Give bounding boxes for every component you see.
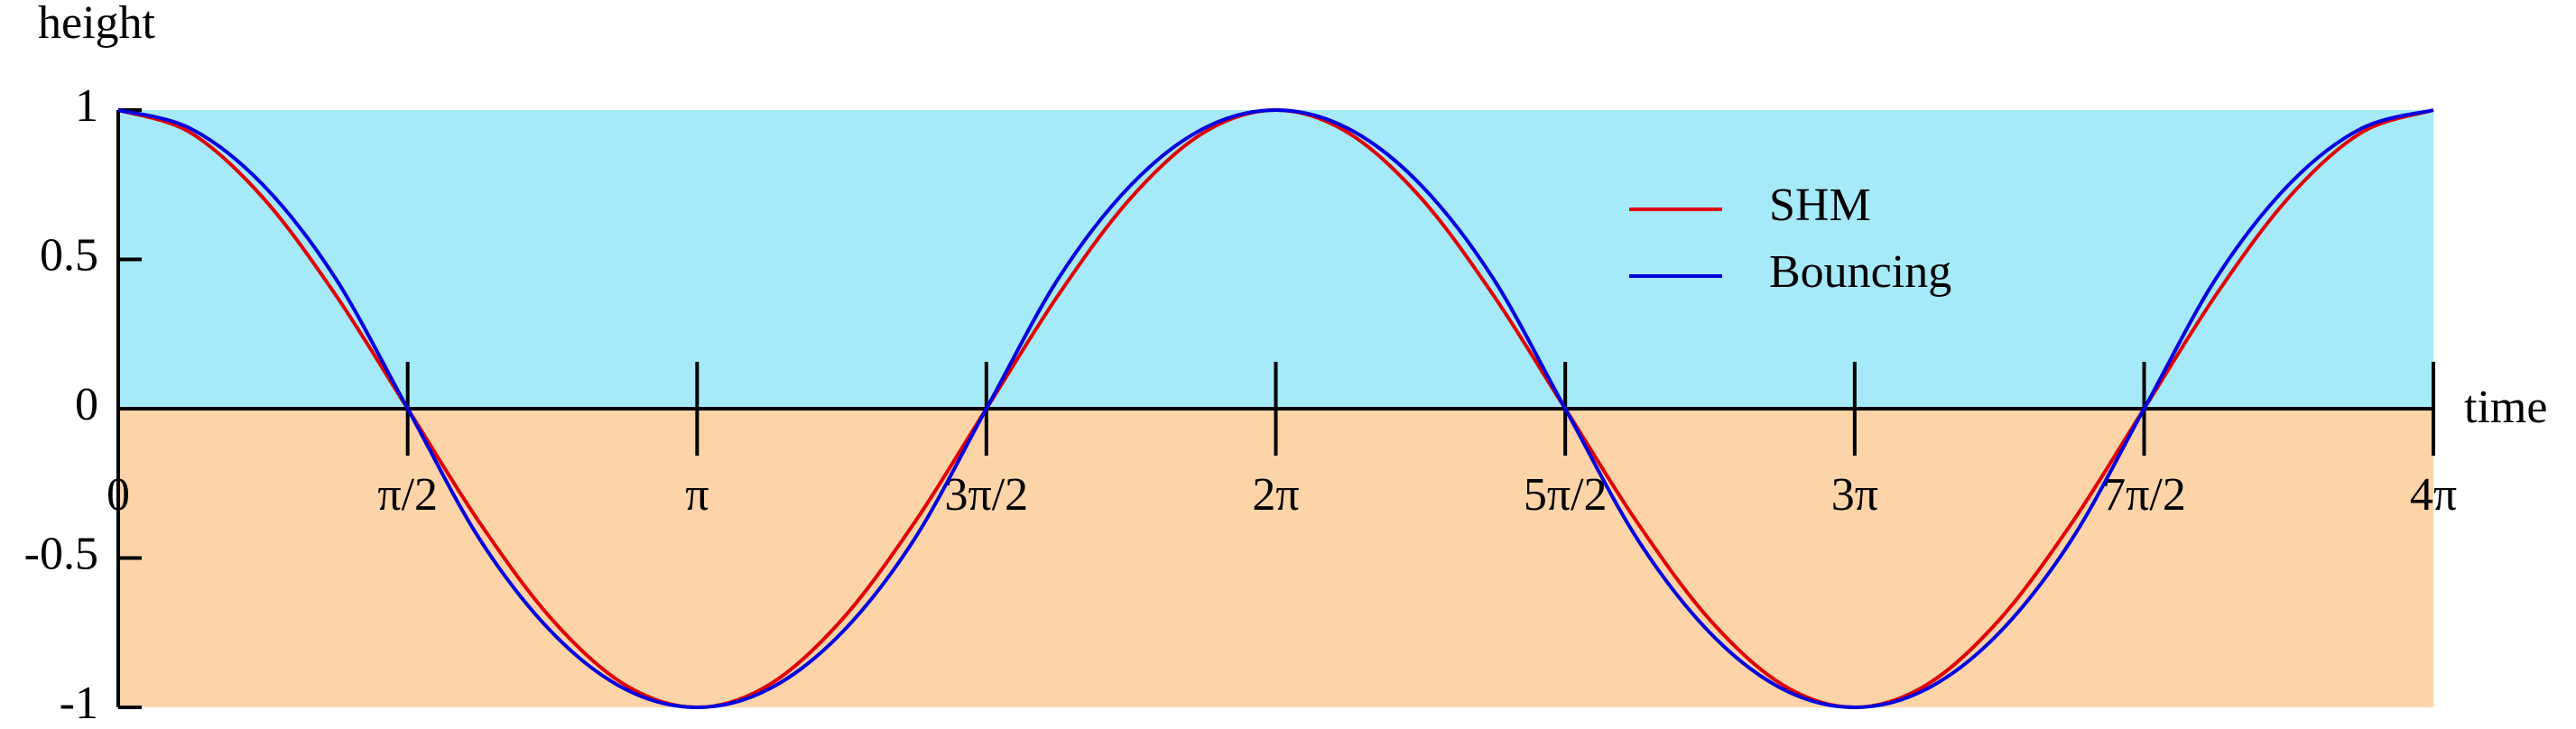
- x-tick-label: 3π/2: [944, 469, 1028, 521]
- y-tick-label: 1: [75, 80, 98, 132]
- y-tick-label: 0: [75, 379, 98, 430]
- x-tick-label: 3π: [1831, 469, 1878, 521]
- legend-label: Bouncing: [1769, 246, 1951, 298]
- x-tick-label: 2π: [1252, 469, 1299, 521]
- x-tick-label: 7π/2: [2102, 469, 2186, 521]
- x-tick-label: π: [685, 469, 709, 521]
- x-tick-label: π/2: [377, 469, 438, 521]
- y-tick-label: -0.5: [24, 528, 98, 579]
- x-tick-label: 5π/2: [1524, 469, 1608, 521]
- legend-label: SHM: [1769, 180, 1871, 231]
- background-above: [118, 110, 2433, 409]
- series-line: [117, 107, 2434, 710]
- x-tick-label: 4π: [2410, 469, 2457, 521]
- x-tick-label: 0: [107, 469, 130, 521]
- x-axis-label: time: [2464, 382, 2547, 433]
- y-axis-label: height: [38, 0, 156, 49]
- y-tick-label: 0.5: [40, 229, 98, 281]
- y-tick-label: -1: [60, 678, 98, 729]
